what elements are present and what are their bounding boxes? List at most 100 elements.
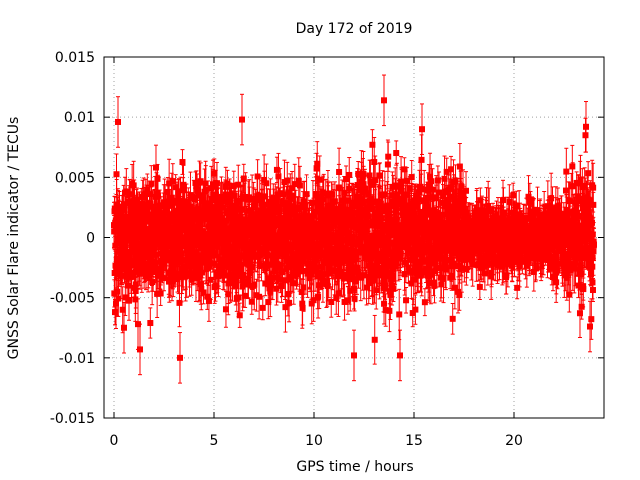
data-point	[152, 164, 159, 171]
data-point	[289, 185, 296, 192]
data-point	[236, 252, 243, 259]
data-point	[154, 290, 161, 297]
data-point	[314, 160, 321, 167]
data-point	[212, 191, 219, 198]
data-point	[282, 277, 289, 284]
data-point	[140, 219, 147, 226]
data-point	[294, 258, 301, 265]
data-point	[181, 202, 188, 209]
data-point	[133, 196, 140, 203]
data-point	[211, 170, 218, 177]
data-point	[197, 178, 204, 185]
data-point	[296, 264, 303, 271]
data-point	[126, 253, 133, 260]
data-point	[254, 197, 261, 204]
data-point	[136, 261, 143, 268]
data-point	[234, 270, 241, 277]
data-point	[202, 186, 209, 193]
data-point	[204, 293, 211, 300]
data-point	[179, 159, 186, 166]
data-point	[159, 259, 166, 266]
data-point	[155, 265, 162, 272]
data-point	[218, 257, 225, 264]
data-point	[273, 285, 280, 292]
data-point	[299, 258, 306, 265]
data-point	[164, 188, 171, 195]
data-point	[280, 191, 287, 198]
data-point	[176, 299, 183, 306]
data-point	[207, 276, 214, 283]
data-point	[227, 192, 234, 199]
data-point	[165, 238, 172, 245]
data-point	[113, 171, 120, 178]
data-point	[200, 289, 207, 296]
data-point	[318, 202, 325, 209]
data-point	[273, 196, 280, 203]
data-point	[235, 197, 242, 204]
data-point	[146, 191, 153, 198]
data-point	[152, 260, 159, 267]
data-point	[147, 320, 154, 327]
data-point	[240, 278, 247, 285]
data-point	[229, 271, 236, 278]
data-point	[300, 284, 307, 291]
data-point	[263, 180, 270, 187]
data-point	[190, 216, 197, 223]
data-point	[299, 304, 306, 311]
data-point	[259, 304, 266, 311]
data-point	[316, 282, 323, 289]
data-point	[273, 166, 280, 173]
data-point	[220, 223, 227, 230]
data-point	[190, 258, 197, 265]
data-point	[285, 291, 292, 298]
data-point	[240, 175, 247, 182]
data-point	[153, 251, 160, 258]
data-point	[295, 214, 302, 221]
data-point	[277, 276, 284, 283]
data-point	[169, 178, 176, 185]
data-point	[284, 177, 291, 184]
data-point	[315, 293, 322, 300]
data-point	[114, 288, 121, 295]
data-point	[222, 183, 229, 190]
data-point	[231, 192, 238, 199]
data-point	[310, 212, 317, 219]
data-point	[193, 183, 200, 190]
data-point	[296, 182, 303, 189]
data-point	[235, 181, 242, 188]
data-point	[270, 232, 277, 239]
data-point	[198, 285, 205, 292]
data-point	[229, 254, 236, 261]
data-point	[276, 206, 283, 213]
data-point	[119, 306, 126, 313]
data-point	[111, 309, 118, 316]
data-point	[237, 268, 244, 275]
data-point	[238, 263, 245, 270]
data-point	[268, 282, 275, 289]
data-point	[231, 208, 238, 215]
data-point	[131, 216, 138, 223]
data-point	[314, 251, 321, 258]
data-point	[189, 213, 196, 220]
data-point	[237, 213, 244, 220]
data-point	[171, 218, 178, 225]
data-point	[118, 272, 125, 279]
data-point	[178, 274, 185, 281]
data-point	[291, 181, 298, 188]
data-point	[297, 268, 304, 275]
data-point	[180, 181, 187, 188]
data-series	[111, 74, 597, 384]
data-point	[226, 264, 233, 271]
data-point	[286, 299, 293, 306]
data-point	[172, 227, 179, 234]
data-point	[234, 226, 241, 233]
data-point	[288, 203, 295, 210]
data-point	[157, 290, 164, 297]
data-point	[303, 191, 310, 198]
data-point	[313, 165, 320, 172]
data-point	[251, 281, 258, 288]
data-point	[285, 189, 292, 196]
data-point	[230, 183, 237, 190]
data-point	[170, 270, 177, 277]
data-point	[261, 193, 268, 200]
